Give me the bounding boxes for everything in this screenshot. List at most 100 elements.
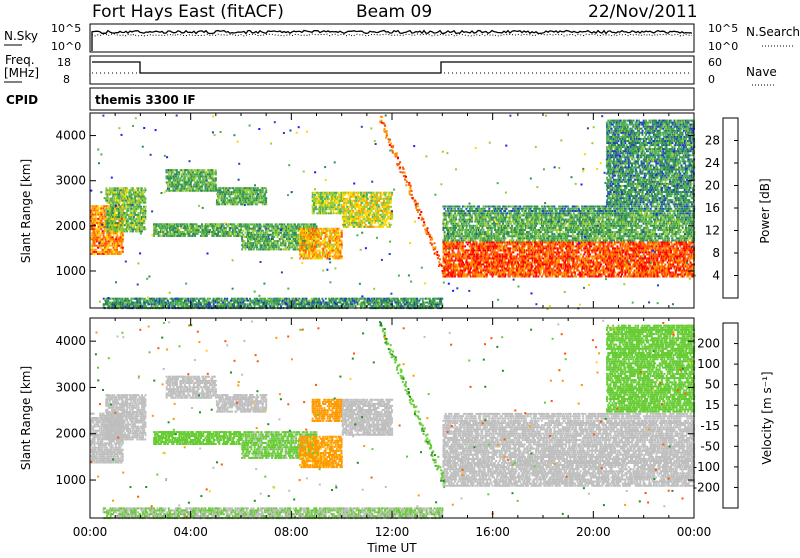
scatter-cell — [518, 253, 520, 255]
scatter-cell — [127, 222, 129, 224]
scatter-cell — [120, 187, 122, 189]
scatter-cell — [145, 206, 147, 208]
scatter-cell — [498, 241, 500, 243]
scatter-cell — [450, 274, 452, 276]
scatter-cell — [215, 173, 217, 175]
scatter-cell — [499, 253, 501, 255]
scatter-cell — [324, 198, 326, 200]
nsky-tick-top: 10^5 — [51, 22, 81, 35]
scatter-cell — [100, 228, 102, 230]
scatter-cell — [359, 218, 361, 220]
scatter-cell — [111, 187, 113, 189]
scatter-cell — [114, 220, 116, 222]
scatter-cell — [109, 208, 111, 210]
scatter-cell — [456, 241, 458, 243]
scatter-cell — [300, 244, 302, 246]
scatter-cell — [288, 223, 290, 225]
scatter-cell — [489, 249, 491, 251]
scatter-cell — [366, 202, 368, 204]
scatter-cell — [232, 229, 234, 231]
scatter-cell — [132, 187, 134, 189]
scatter-cell — [256, 191, 258, 193]
scatter-cell — [107, 245, 109, 247]
scatter-cell — [265, 246, 267, 248]
scatter-cell — [202, 184, 204, 186]
scatter-cell — [141, 224, 143, 226]
scatter-cell — [112, 245, 114, 247]
scatter-cell — [338, 228, 340, 230]
scatter-cell — [166, 229, 168, 231]
scatter-cell — [186, 190, 188, 192]
scatter-cell — [445, 266, 447, 268]
scatter-cell — [523, 247, 525, 249]
scatter-cell — [119, 206, 121, 208]
scatter-cell — [224, 203, 226, 205]
scatter-cell — [112, 224, 114, 226]
scatter-cell — [357, 214, 359, 216]
scatter-cell — [286, 248, 288, 250]
scatter-cell — [312, 206, 314, 208]
scatter-cell — [516, 257, 518, 259]
scatter-cell — [247, 193, 249, 195]
scatter-cell — [106, 243, 108, 245]
scatter-cell — [512, 270, 514, 272]
scatter-cell — [524, 276, 526, 278]
scatter-cell — [280, 248, 282, 250]
scatter-cell — [450, 268, 452, 270]
scatter-cell — [166, 182, 168, 184]
scatter-cell — [352, 210, 354, 212]
scatter-cell — [113, 251, 115, 253]
scatter-cell — [315, 206, 317, 208]
scatter-cell — [288, 232, 290, 234]
scatter-cell — [113, 247, 115, 249]
scatter-cell — [243, 240, 245, 242]
scatter-cell — [273, 236, 275, 238]
scatter-cell — [338, 234, 340, 236]
scatter-cell — [326, 232, 328, 234]
scatter-cell — [466, 260, 468, 262]
scatter-cell — [282, 230, 284, 232]
scatter-cell — [249, 240, 251, 242]
scatter-cell — [122, 247, 124, 249]
scatter-cell — [122, 249, 124, 251]
scatter-cell — [98, 232, 100, 234]
scatter-cell — [494, 260, 496, 262]
scatter-cell — [491, 247, 493, 249]
scatter-cell — [187, 227, 189, 229]
scatter-cell — [206, 180, 208, 182]
scatter-cell — [120, 198, 122, 200]
scatter-cell — [462, 253, 464, 255]
scatter-cell — [486, 241, 488, 243]
scatter-cell — [177, 186, 179, 188]
scatter-cell — [177, 233, 179, 235]
scatter-cell — [273, 246, 275, 248]
scatter-cell — [512, 243, 514, 245]
scatter-cell — [201, 186, 203, 188]
scatter-cell — [343, 204, 345, 206]
scatter-cell — [105, 191, 107, 193]
scatter-cell — [134, 228, 136, 230]
scatter-cell — [143, 220, 145, 222]
scatter-cell — [124, 206, 126, 208]
scatter-cell — [104, 228, 106, 230]
scatter-cell — [464, 245, 466, 247]
scatter-cell — [95, 220, 97, 222]
scatter-cell — [470, 264, 472, 266]
scatter-cell — [189, 188, 191, 190]
scatter-cell — [314, 244, 316, 246]
scatter-cell — [322, 230, 324, 232]
scatter-cell — [183, 231, 185, 233]
scatter-cell — [351, 192, 353, 194]
scatter-cell — [282, 240, 284, 242]
scatter-cell — [372, 220, 374, 222]
scatter-cell — [368, 216, 370, 218]
scatter-cell — [341, 230, 343, 232]
scatter-cell — [341, 257, 343, 259]
scatter-cell — [460, 241, 462, 243]
scatter-cell — [212, 169, 214, 171]
scatter-cell — [523, 253, 525, 255]
scatter-cell — [221, 203, 223, 205]
cpid-strip: CPID themis 3300 IF — [6, 88, 694, 110]
scatter-cell — [296, 246, 298, 248]
scatter-cell — [122, 222, 124, 224]
